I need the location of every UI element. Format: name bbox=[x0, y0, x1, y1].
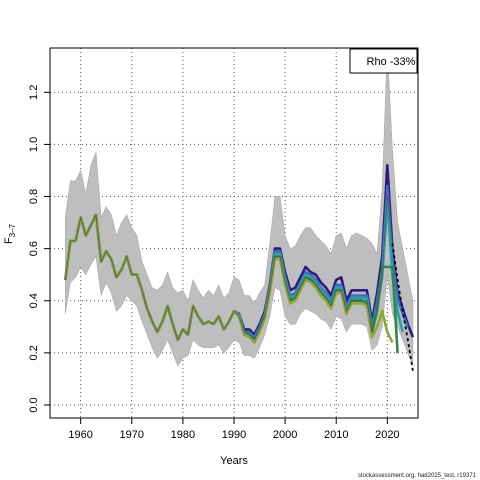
x-axis-title: Years bbox=[220, 455, 248, 467]
x-tick-label: 2020 bbox=[375, 429, 399, 441]
y-tick-label: 0.4 bbox=[28, 293, 40, 308]
projection-line bbox=[391, 243, 414, 372]
x-axis: 1960 1970 1980 1990 2000 2010 2020 bbox=[68, 417, 400, 441]
y-tick-label: 1.2 bbox=[28, 85, 40, 100]
legend-box bbox=[349, 48, 418, 74]
y-tick-label: 0.8 bbox=[28, 189, 40, 204]
y-tick-label: 0.2 bbox=[28, 345, 40, 360]
x-tick-label: 1970 bbox=[120, 429, 144, 441]
y-tick-label: 0.6 bbox=[28, 241, 40, 256]
y-axis-title: F3–7 bbox=[3, 223, 17, 244]
svg-text:F3–7: F3–7 bbox=[3, 223, 17, 244]
legend-label: Rho -33% bbox=[367, 56, 416, 68]
x-tick-label: 1960 bbox=[68, 429, 92, 441]
x-tick-label: 2010 bbox=[324, 429, 348, 441]
y-tick-label: 0.0 bbox=[28, 397, 40, 412]
estimate-line bbox=[64, 196, 393, 341]
x-tick-label: 1980 bbox=[171, 429, 195, 441]
legend: Rho -33% bbox=[349, 48, 418, 74]
footer-credit: stockassessment.org, had2025_test, r1937… bbox=[358, 473, 477, 479]
y-tick-label: 1.0 bbox=[28, 137, 40, 152]
y-axis: 0.0 0.2 0.4 0.6 0.8 1.0 1.2 bbox=[28, 85, 51, 413]
x-tick-label: 2000 bbox=[273, 429, 297, 441]
x-tick-label: 1990 bbox=[222, 429, 246, 441]
y-axis-title-subscript: 3–7 bbox=[8, 223, 17, 237]
series-layer bbox=[64, 164, 415, 372]
y-axis-title-main: F bbox=[3, 237, 15, 244]
